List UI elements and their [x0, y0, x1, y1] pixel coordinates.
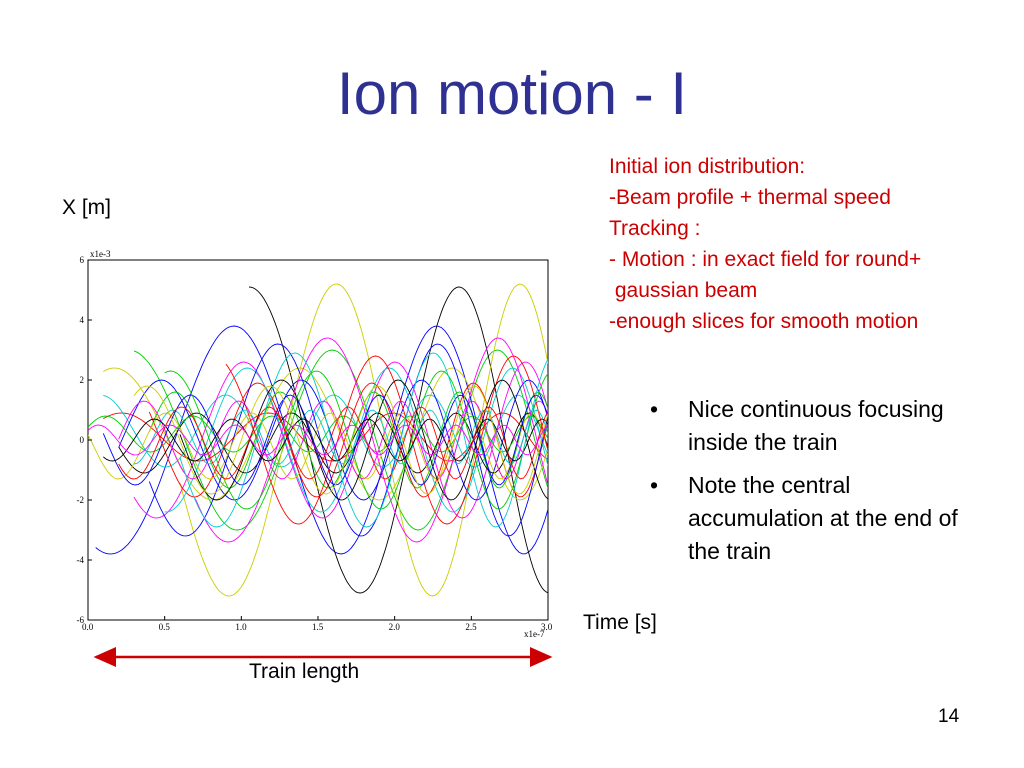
ion-trajectory-line — [118, 406, 548, 480]
x-tick-label: 0.5 — [159, 622, 171, 632]
y-tick-label: -4 — [77, 555, 85, 565]
page-number: 14 — [938, 706, 960, 727]
notes-line: - Motion : in exact field for round+ — [609, 248, 922, 271]
notes-line: Tracking : — [609, 217, 701, 240]
ion-trajectory-line — [148, 391, 548, 489]
x-tick-label: 2.5 — [465, 622, 477, 632]
ion-trajectory-line — [102, 394, 548, 486]
notes-line: -Beam profile + thermal speed — [609, 186, 891, 209]
notes-line: Initial ion distribution: — [609, 155, 806, 178]
ion-trajectory-line — [118, 400, 548, 480]
ion-trajectory-line — [95, 325, 548, 555]
bullet-item: • Nice continuous focusing inside the tra… — [645, 393, 975, 459]
bullet-list: • Nice continuous focusing inside the tra… — [645, 393, 975, 578]
ion-trajectory-line — [103, 367, 548, 501]
ion-trajectory-line — [225, 355, 548, 525]
x-tick-label: 0.0 — [82, 622, 94, 632]
ion-trajectory-line — [88, 415, 548, 453]
y-tick-label: 0 — [80, 435, 85, 445]
bullet-text: Note the central accumulation at the end… — [688, 472, 958, 564]
series-layer — [88, 283, 548, 597]
x-multiplier-label: x1e-7 — [524, 629, 545, 639]
bullet-dot-icon: • — [650, 472, 659, 498]
slide-title: Ion motion - I — [336, 60, 688, 127]
bullet-dot-icon: • — [650, 396, 659, 422]
tick-layer: 0.0 0.5 1.0 1.5 2.0 2.5 3.0 6 4 2 0 -2 -4 -6 — [77, 255, 553, 632]
ion-trajectory-line — [133, 385, 548, 495]
y-multiplier-label: x1e-3 — [90, 249, 111, 259]
y-tick-label: -6 — [77, 615, 85, 625]
ion-trajectory-line — [179, 379, 548, 501]
y-tick-label: 6 — [80, 255, 85, 265]
y-tick-label: 4 — [80, 315, 85, 325]
x-tick-label: 2.0 — [389, 622, 401, 632]
y-tick-label: -2 — [77, 495, 85, 505]
ion-trajectory-line — [164, 367, 548, 513]
ion-trajectory-line — [248, 286, 548, 594]
ion-trajectory-line — [88, 424, 548, 456]
x-tick-label: 1.5 — [312, 622, 324, 632]
bullet-item: • Note the central accumulation at the en… — [645, 469, 975, 568]
train-length-label: Train length — [249, 660, 360, 683]
x-axis-label: Time [s] — [583, 611, 657, 634]
bullet-text: Nice continuous focusing inside the trai… — [688, 396, 944, 455]
ion-trajectory-line — [164, 370, 548, 510]
x-tick-label: 1.0 — [235, 622, 247, 632]
ion-trajectory-line — [133, 409, 548, 465]
notes-line: gaussian beam — [609, 279, 758, 302]
ion-trajectory-line — [118, 412, 548, 474]
tracking-notes: Initial ion distribution: -Beam profile … — [609, 151, 1019, 337]
y-tick-label: 2 — [80, 375, 85, 385]
x-tick-label: 3.0 — [541, 622, 553, 632]
ion-trajectory-line — [179, 352, 548, 528]
notes-line: -enough slices for smooth motion — [609, 310, 919, 333]
ion-trajectory-line — [118, 379, 548, 501]
ion-trajectory-line — [133, 349, 548, 531]
ion-trajectory-line — [179, 283, 548, 597]
ion-trajectory-line — [88, 412, 548, 480]
ion-trajectory-line — [194, 337, 548, 543]
y-axis-label: X [m] — [62, 196, 112, 219]
ion-trajectory-line — [133, 361, 548, 519]
